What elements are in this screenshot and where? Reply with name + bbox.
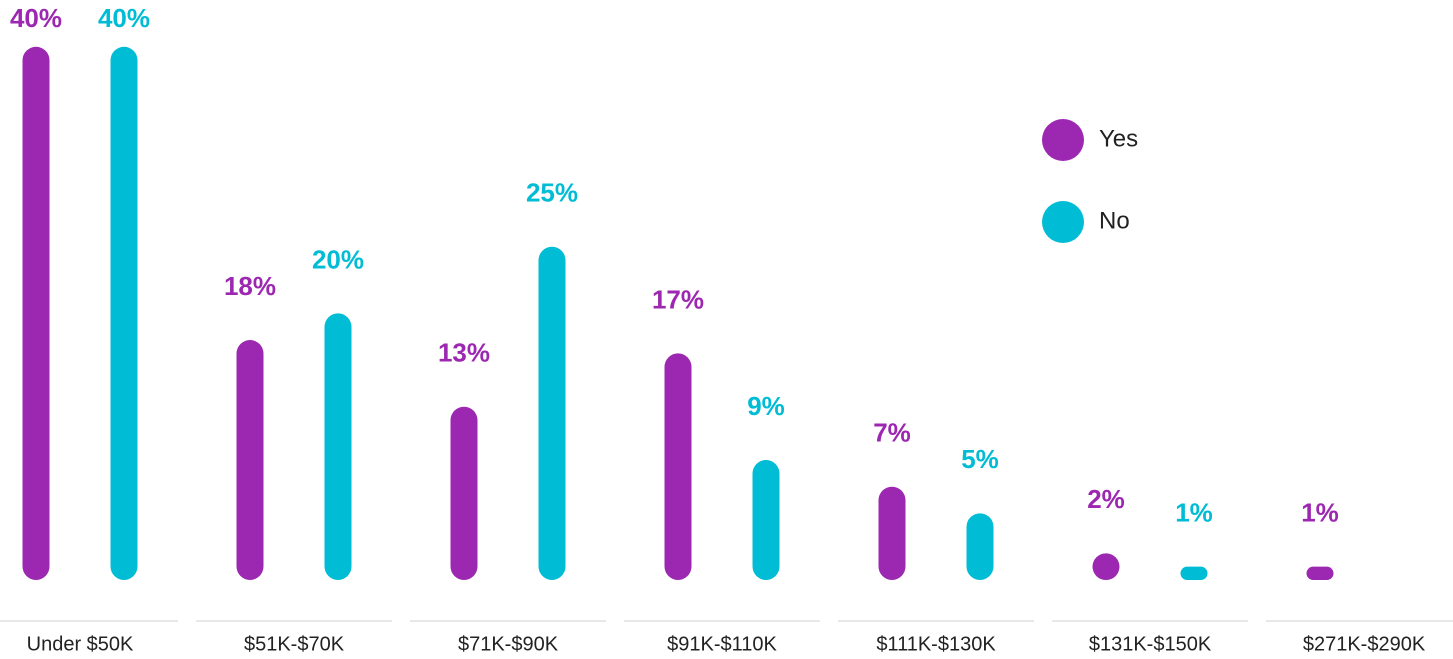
- bar: [22, 46, 50, 581]
- legend-label: Yes: [1099, 125, 1138, 152]
- bar: [1180, 566, 1208, 580]
- legend-label: No: [1099, 207, 1130, 234]
- bar: [324, 313, 352, 580]
- value-label: 20%: [312, 244, 364, 274]
- bar: [110, 46, 138, 581]
- bar: [664, 353, 692, 580]
- value-label: 9%: [747, 391, 785, 421]
- bar: [1306, 566, 1334, 580]
- legend-swatch: [1042, 119, 1084, 161]
- value-label: 40%: [98, 3, 150, 33]
- x-tick-label: $131K-$150K: [1089, 633, 1212, 655]
- value-label: 25%: [526, 178, 578, 208]
- bar: [878, 486, 906, 580]
- bar: [236, 340, 264, 580]
- bar: [1092, 553, 1120, 580]
- bar: [966, 513, 994, 580]
- x-tick-label: Under $50K: [27, 633, 134, 655]
- value-label: 40%: [10, 3, 62, 33]
- bar: [450, 406, 478, 580]
- value-label: 17%: [652, 284, 704, 314]
- legend-swatch: [1042, 201, 1084, 243]
- bar: [538, 246, 566, 580]
- x-tick-label: $71K-$90K: [458, 633, 559, 655]
- value-label: 1%: [1301, 498, 1339, 528]
- value-label: 13%: [438, 338, 490, 368]
- value-label: 7%: [873, 418, 911, 448]
- x-tick-label: $91K-$110K: [667, 633, 777, 655]
- value-label: 1%: [1175, 498, 1213, 528]
- value-label: 5%: [961, 444, 999, 474]
- value-label: 2%: [1087, 484, 1125, 514]
- x-tick-label: $271K-$290K: [1303, 633, 1426, 655]
- value-label: 18%: [224, 271, 276, 301]
- x-tick-label: $51K-$70K: [244, 633, 345, 655]
- x-tick-label: $111K-$130K: [876, 633, 996, 655]
- bar: [752, 460, 780, 580]
